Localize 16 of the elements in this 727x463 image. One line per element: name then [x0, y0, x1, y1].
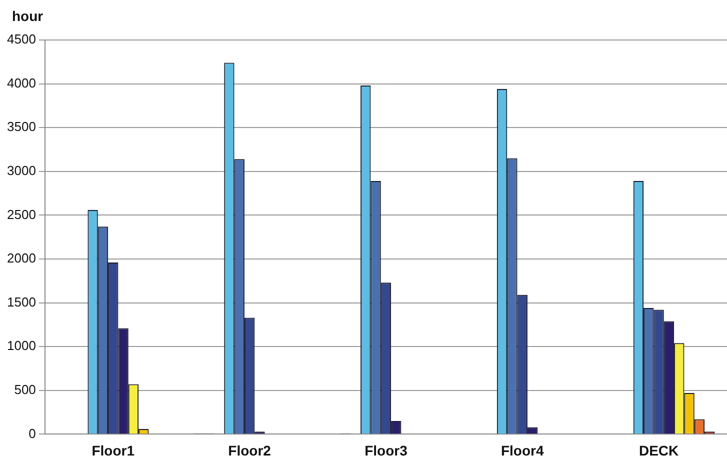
y-tick-label: 1000: [7, 338, 36, 354]
x-tick-label: Floor2: [228, 442, 272, 458]
y-tick-label: 3500: [7, 119, 36, 134]
y-axis-title: hour: [12, 8, 44, 24]
y-tick-label: 2000: [7, 250, 36, 266]
y-tick-label: 1500: [7, 294, 36, 310]
y-tick-label: 2500: [7, 206, 36, 222]
y-tick-label: 3000: [7, 162, 36, 178]
x-tick-label: Floor3: [364, 442, 408, 458]
y-tick-label: 500: [14, 382, 36, 397]
y-tick-label: 4000: [7, 75, 36, 90]
x-tick-label: DECK: [638, 442, 679, 458]
y-tick-label: 4500: [7, 32, 36, 47]
x-tick-label: Floor4: [500, 442, 544, 458]
x-tick-label: Floor1: [92, 442, 135, 458]
y-tick-label: 0: [28, 426, 36, 441]
